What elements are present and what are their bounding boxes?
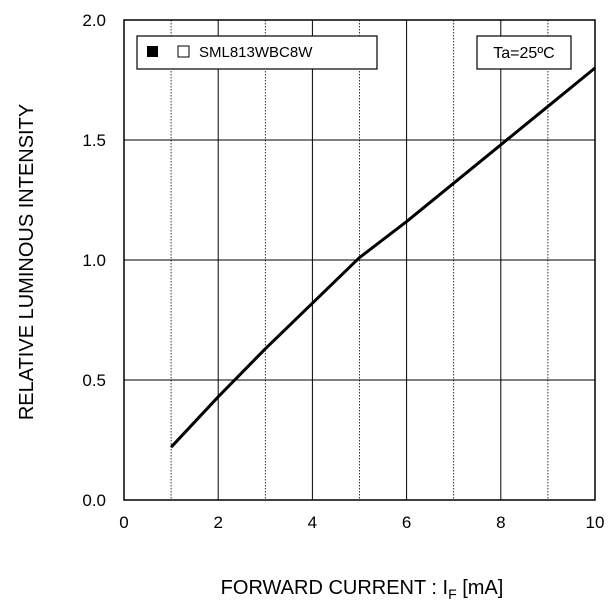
legend-hollow-square-icon bbox=[177, 45, 190, 58]
legend: SML813WBC8W bbox=[136, 35, 378, 70]
data-curves bbox=[170, 66, 596, 449]
x-axis-label: FORWARD CURRENT : IF [mA] bbox=[221, 577, 504, 602]
y-tick-label: 1.0 bbox=[82, 251, 106, 270]
x-tick-label: 4 bbox=[308, 513, 317, 532]
y-tick-label: 2.0 bbox=[82, 11, 106, 30]
x-tick-label: 6 bbox=[402, 513, 411, 532]
x-axis-label-subscript: F bbox=[448, 586, 457, 602]
x-tick-label: 0 bbox=[119, 513, 128, 532]
x-axis-ticks: 0 2 4 6 8 10 bbox=[119, 513, 604, 532]
annotation-text: Ta=25ºC bbox=[493, 45, 554, 62]
y-tick-label: 0.0 bbox=[82, 491, 106, 510]
legend-box bbox=[136, 35, 378, 70]
y-tick-label: 1.5 bbox=[82, 131, 106, 150]
legend-label: SML813WBC8W bbox=[199, 44, 313, 61]
y-tick-label: 0.5 bbox=[82, 371, 106, 390]
y-axis-label: RELATIVE LUMINOUS INTENSITY bbox=[16, 104, 38, 420]
y-axis-ticks: 0.0 0.5 1.0 1.5 2.0 bbox=[82, 11, 106, 510]
annotation-box bbox=[476, 35, 572, 70]
x-tick-label: 8 bbox=[496, 513, 505, 532]
x-axis-label-main: FORWARD CURRENT : I bbox=[221, 577, 448, 599]
x-tick-label: 2 bbox=[213, 513, 222, 532]
plot-frame bbox=[123, 19, 596, 501]
series-line bbox=[170, 66, 596, 449]
legend-filled-square-icon bbox=[147, 46, 158, 57]
x-tick-label: 10 bbox=[586, 513, 605, 532]
annotation: Ta=25ºC bbox=[476, 35, 572, 70]
grid-lines bbox=[124, 20, 595, 500]
x-axis-label-unit: [mA] bbox=[457, 577, 504, 599]
